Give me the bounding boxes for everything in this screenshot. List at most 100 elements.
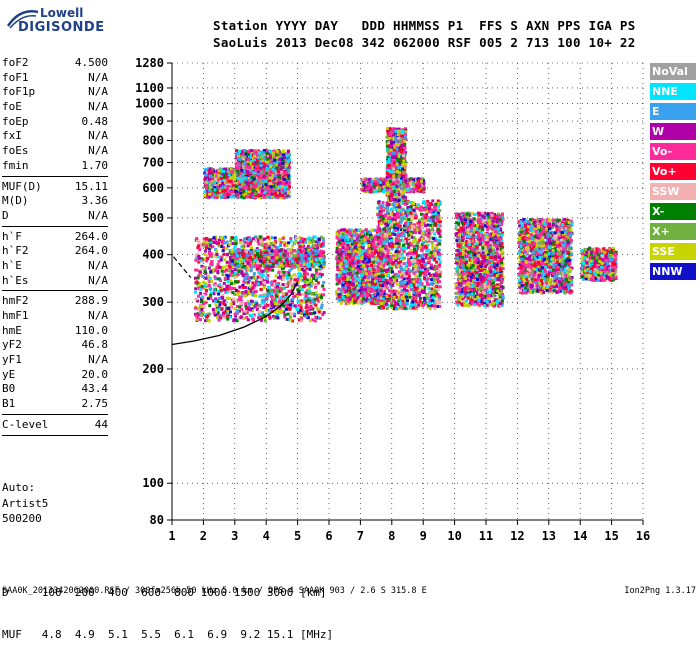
echo-point (218, 283, 221, 286)
echo-point (308, 268, 311, 271)
echo-point (278, 310, 281, 313)
echo-point (198, 257, 201, 260)
y-tick-label: 1100 (135, 81, 164, 95)
echo-point (308, 262, 311, 265)
echo-point (252, 171, 255, 174)
echo-point (227, 277, 230, 280)
echo-point (307, 299, 310, 302)
echo-point (266, 294, 269, 297)
echo-point (274, 192, 277, 195)
echo-point (217, 242, 220, 245)
echo-point (231, 237, 234, 240)
echo-point (231, 263, 234, 266)
echo-point (236, 292, 239, 295)
echo-point (222, 266, 225, 269)
echo-point (265, 160, 268, 163)
echo-point (297, 254, 300, 257)
y-tick-label: 500 (142, 211, 164, 225)
echo-point (294, 252, 297, 255)
echo-point (200, 305, 203, 308)
echo-point (280, 194, 283, 197)
echo-point (319, 252, 322, 255)
echo-point (194, 307, 197, 310)
echo-point (256, 159, 259, 162)
echo-point (209, 239, 212, 242)
echo-point (199, 292, 202, 295)
echo-point (208, 193, 211, 196)
echo-point (274, 253, 277, 256)
echo-point (254, 294, 257, 297)
echo-point (266, 158, 269, 161)
echo-point (268, 196, 271, 199)
echo-point (239, 180, 242, 183)
echo-point (238, 150, 241, 153)
echo-point (305, 315, 308, 318)
echo-point (222, 316, 225, 319)
echo-point (244, 302, 247, 305)
echo-point (257, 271, 260, 274)
y-tick-label: 80 (150, 513, 164, 527)
echo-point (220, 256, 223, 259)
echo-point (303, 263, 306, 266)
echo-point (287, 301, 290, 304)
echo-point (270, 289, 273, 292)
echo-point (232, 274, 235, 277)
echo-point (322, 281, 325, 284)
echo-point (250, 314, 253, 317)
echo-point (300, 320, 303, 323)
echo-point (215, 253, 218, 256)
echo-point (319, 317, 322, 320)
echo-point (307, 237, 310, 240)
echo-point (230, 180, 233, 183)
echo-point (231, 190, 234, 193)
echo-point (277, 169, 280, 172)
echo-point (273, 159, 276, 162)
echo-point (291, 285, 294, 288)
echo-point (242, 265, 245, 268)
echo-point (197, 295, 200, 298)
echo-point (282, 150, 285, 153)
echo-point (299, 285, 302, 288)
echo-point (305, 254, 308, 257)
echo-point (247, 308, 250, 311)
echo-point (215, 178, 218, 181)
echo-point (322, 293, 325, 296)
echo-point (231, 251, 234, 254)
echo-point (269, 281, 272, 284)
echo-point (258, 295, 261, 298)
echo-point (220, 236, 223, 239)
echo-point (323, 311, 326, 314)
echo-point (202, 267, 205, 270)
echo-point (233, 318, 236, 321)
echo-point (299, 302, 302, 305)
echo-point (271, 304, 274, 307)
echo-point (254, 259, 257, 262)
y-tick-label: 900 (142, 114, 164, 128)
echo-point (313, 311, 316, 314)
echo-point (278, 238, 281, 241)
echo-point (255, 290, 258, 293)
echo-point (245, 316, 248, 319)
echo-point (257, 276, 260, 279)
echo-point (243, 163, 246, 166)
echo-point (309, 319, 312, 322)
echo-point (230, 282, 233, 285)
echo-point (246, 195, 249, 198)
echo-point (244, 192, 247, 195)
echo-point (248, 238, 251, 241)
echo-point (235, 185, 238, 188)
echo-point (230, 287, 233, 290)
echo-point (314, 236, 317, 239)
echo-point (248, 302, 251, 305)
echo-point (250, 149, 253, 152)
echo-point (215, 303, 218, 306)
echo-point (269, 165, 272, 168)
echo-point (285, 284, 288, 287)
echo-point (265, 183, 268, 186)
echo-point (262, 151, 265, 154)
echo-point (266, 236, 269, 239)
echo-point (289, 237, 292, 240)
x-tick-label: 1 (168, 529, 175, 543)
echo-point (286, 244, 289, 247)
echo-point (308, 265, 311, 268)
